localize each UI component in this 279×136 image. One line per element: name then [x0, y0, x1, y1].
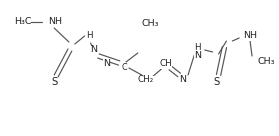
- Text: S: S: [213, 77, 220, 87]
- Text: C: C: [121, 64, 127, 72]
- Text: NH: NH: [243, 32, 257, 41]
- Text: N: N: [90, 46, 97, 55]
- Text: S: S: [51, 77, 57, 87]
- Text: H₃C: H₃C: [14, 18, 31, 27]
- Text: H: H: [86, 32, 93, 41]
- Text: N: N: [180, 75, 187, 84]
- Text: NH: NH: [48, 18, 62, 27]
- Text: H: H: [194, 44, 201, 52]
- Text: CH: CH: [159, 60, 172, 69]
- Text: CH₃: CH₃: [142, 18, 159, 27]
- Text: N: N: [103, 58, 110, 67]
- Text: CH₂: CH₂: [138, 75, 154, 84]
- Text: N: N: [194, 52, 201, 61]
- Text: CH₃: CH₃: [258, 58, 275, 67]
